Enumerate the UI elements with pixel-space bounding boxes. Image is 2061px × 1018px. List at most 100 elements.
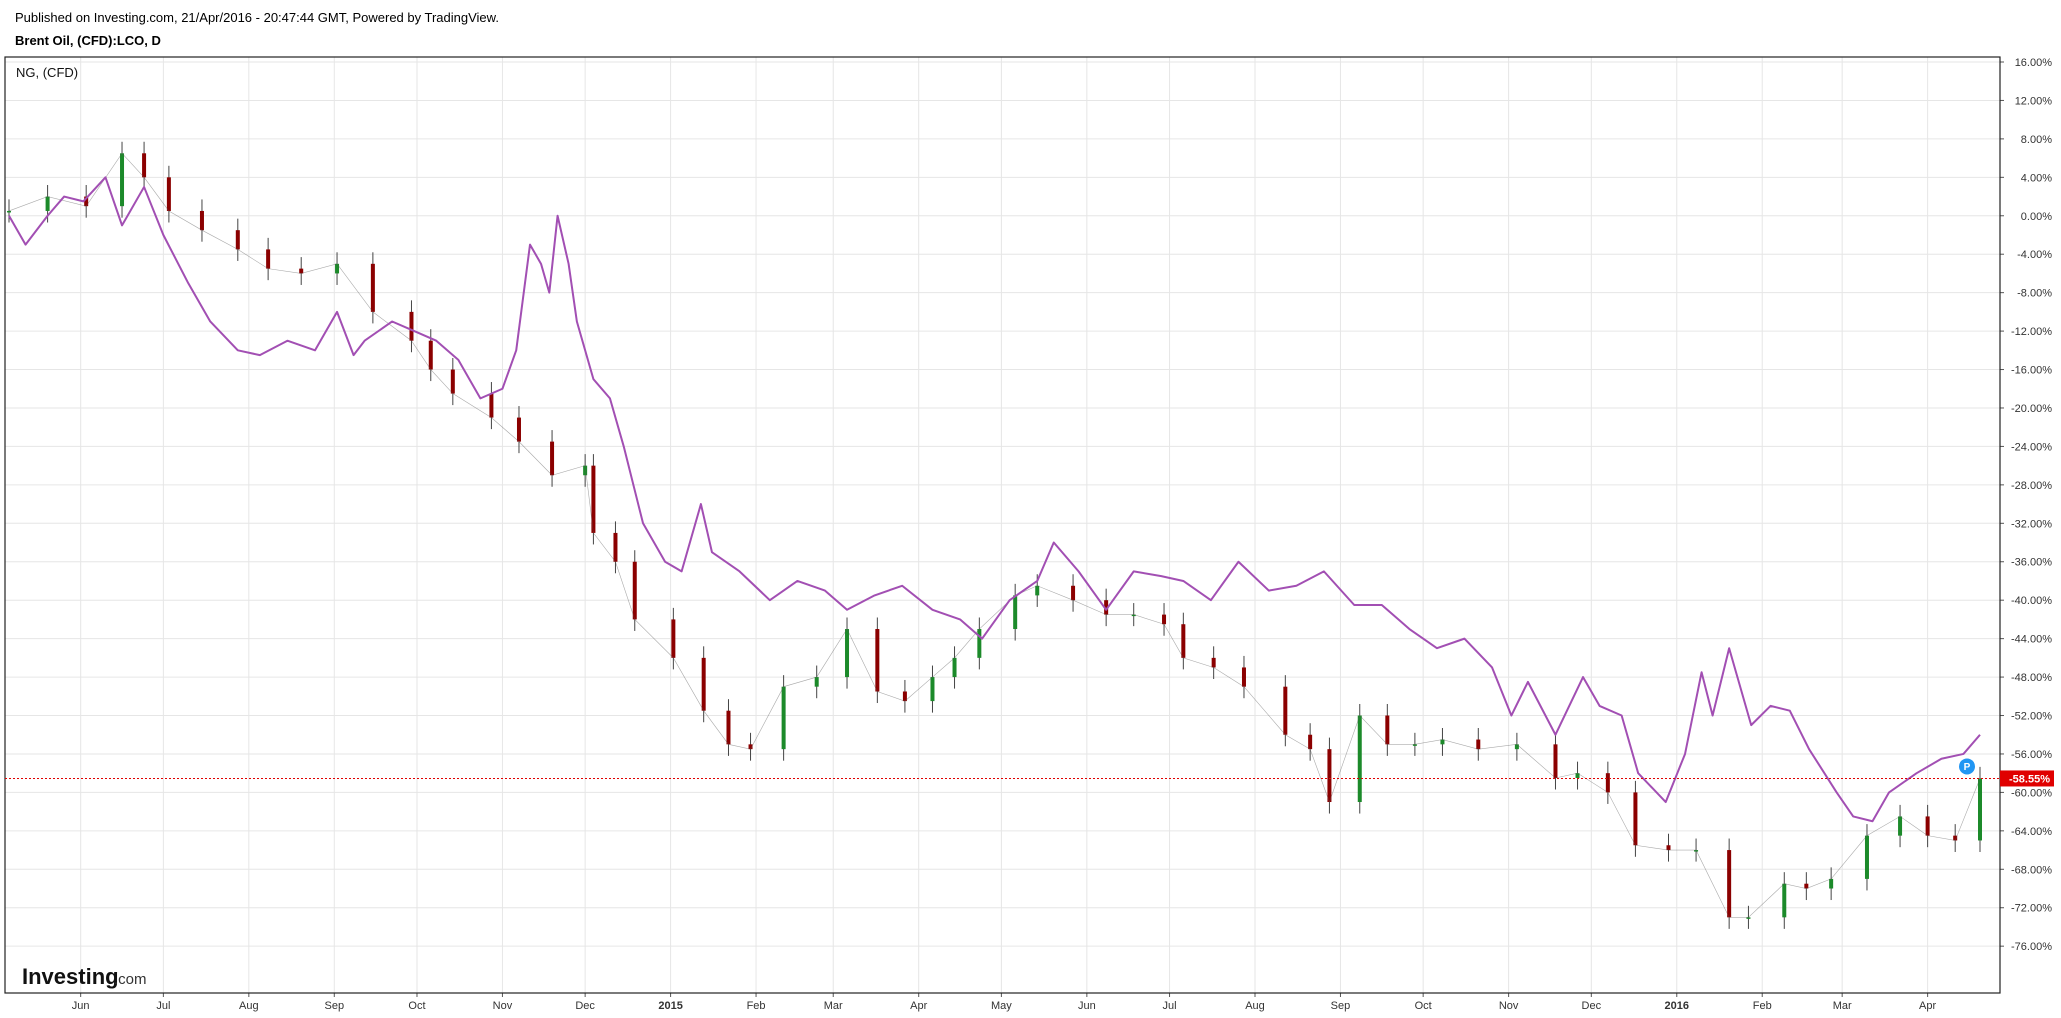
candle-body bbox=[1131, 614, 1136, 617]
candle-body bbox=[1575, 773, 1580, 778]
brent-trend-line bbox=[8, 152, 1981, 918]
candle-body bbox=[1308, 734, 1313, 750]
candle-body bbox=[7, 210, 11, 213]
candle-body bbox=[1162, 614, 1167, 625]
logo-suffix: .com bbox=[114, 971, 147, 988]
candle-body bbox=[1804, 883, 1809, 889]
candle-body bbox=[632, 561, 637, 620]
x-tick-label: Jun bbox=[1078, 1000, 1096, 1012]
x-tick-label: Oct bbox=[408, 1000, 425, 1012]
y-tick-label: -32.00% bbox=[2011, 518, 2052, 530]
y-tick-label: 8.00% bbox=[2021, 134, 2052, 146]
y-tick-label: -48.00% bbox=[2011, 672, 2052, 684]
candle-body bbox=[428, 340, 433, 370]
candle-body bbox=[1553, 744, 1558, 778]
candle-body bbox=[1013, 595, 1018, 630]
candle-body bbox=[1782, 883, 1787, 918]
candle-body bbox=[1633, 792, 1638, 846]
candle-body bbox=[952, 657, 957, 678]
candle-body bbox=[1104, 600, 1109, 615]
candle-body bbox=[1440, 739, 1445, 745]
candle-body bbox=[120, 153, 125, 207]
y-tick-label: -52.00% bbox=[2011, 711, 2052, 723]
x-tick-label: Aug bbox=[239, 1000, 259, 1012]
y-tick-label: 16.00% bbox=[2015, 57, 2053, 69]
candle-body bbox=[671, 619, 676, 658]
candle-body bbox=[1071, 585, 1076, 601]
candle-body bbox=[1898, 816, 1903, 836]
chart-grid bbox=[5, 57, 2000, 993]
candle-body bbox=[748, 744, 753, 750]
brent-candle-series bbox=[7, 141, 1982, 929]
y-tick-label: -60.00% bbox=[2011, 787, 2052, 799]
y-tick-label: -20.00% bbox=[2011, 403, 2052, 415]
x-tick-label: Nov bbox=[493, 1000, 513, 1012]
chart-axes: 16.00% 12.00% 8.00% 4.00% 0.00% -4.00% -8.00% -… bbox=[4, 56, 2053, 1012]
x-tick-label: Mar bbox=[824, 1000, 843, 1012]
candle-body bbox=[1211, 657, 1216, 668]
candle-body bbox=[845, 629, 850, 678]
candle-body bbox=[266, 249, 271, 269]
investing-logo[interactable]: Investing .com bbox=[22, 964, 147, 989]
x-tick-label: Feb bbox=[747, 1000, 766, 1012]
compare-series-label[interactable]: NG, (CFD) bbox=[16, 65, 78, 80]
candle-body bbox=[409, 311, 414, 341]
candle-body bbox=[335, 263, 340, 274]
y-tick-label: -16.00% bbox=[2011, 365, 2052, 377]
candle-body bbox=[726, 710, 731, 745]
x-tick-label: Sep bbox=[324, 1000, 344, 1012]
candle-body bbox=[1605, 773, 1610, 793]
candle-body bbox=[591, 465, 596, 533]
logo-brand: Investing bbox=[22, 964, 119, 989]
candle-body bbox=[166, 177, 171, 211]
ng-line bbox=[8, 176, 1981, 823]
candle-body bbox=[814, 677, 819, 687]
y-tick-label: -12.00% bbox=[2011, 326, 2052, 338]
chart-symbol-title: Brent Oil, (CFD):LCO, D bbox=[15, 33, 161, 48]
candle-body bbox=[902, 691, 907, 702]
x-tick-label: Dec bbox=[575, 1000, 595, 1012]
candle-body bbox=[1666, 845, 1671, 851]
candle-body bbox=[516, 417, 521, 442]
candle-body bbox=[1746, 917, 1751, 919]
y-tick-label: -56.00% bbox=[2011, 749, 2052, 761]
x-tick-label: Apr bbox=[1919, 1000, 1936, 1012]
candle-body bbox=[583, 465, 588, 476]
x-tick-label: Aug bbox=[1245, 1000, 1265, 1012]
p-marker-icon bbox=[1959, 758, 1975, 775]
candle-body bbox=[1412, 744, 1417, 746]
candle-body bbox=[1727, 850, 1732, 918]
x-tick-label: Jul bbox=[1163, 1000, 1177, 1012]
candle-body bbox=[1514, 744, 1519, 750]
y-tick-label: -28.00% bbox=[2011, 480, 2052, 492]
x-tick-label: Jun bbox=[72, 1000, 90, 1012]
candle-body bbox=[1953, 835, 1958, 841]
current-price-label: -58.55% bbox=[2009, 773, 2050, 785]
candle-body bbox=[1864, 835, 1869, 879]
candle-body bbox=[235, 230, 240, 250]
y-tick-label: -40.00% bbox=[2011, 595, 2052, 607]
candle-body bbox=[1385, 715, 1390, 745]
candle-body bbox=[1925, 816, 1930, 836]
candle-body bbox=[45, 196, 50, 211]
plot-frame bbox=[4, 56, 2001, 994]
candle-body bbox=[299, 268, 304, 274]
p-marker-letter: P bbox=[1964, 762, 1971, 773]
y-tick-label: -68.00% bbox=[2011, 864, 2052, 876]
candle-body bbox=[84, 196, 89, 207]
candle-body bbox=[1476, 739, 1481, 750]
x-tick-label: Oct bbox=[1415, 1000, 1432, 1012]
x-tick-label: 2015 bbox=[658, 1000, 682, 1012]
x-tick-label: 2016 bbox=[1665, 1000, 1689, 1012]
candle-body bbox=[370, 263, 375, 312]
candle-body bbox=[1327, 749, 1332, 803]
y-tick-label: 4.00% bbox=[2021, 172, 2052, 184]
x-tick-label: May bbox=[991, 1000, 1012, 1012]
published-info: Published on Investing.com, 21/Apr/2016 … bbox=[15, 10, 499, 25]
x-tick-label: Apr bbox=[910, 1000, 927, 1012]
candle-body bbox=[550, 441, 555, 476]
candle-body bbox=[1829, 878, 1834, 889]
x-tick-label: Jul bbox=[156, 1000, 170, 1012]
y-tick-label: -72.00% bbox=[2011, 903, 2052, 915]
